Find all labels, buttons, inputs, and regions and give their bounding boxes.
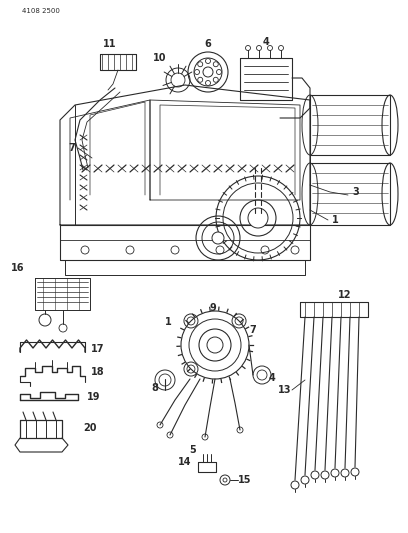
Text: 9: 9	[210, 303, 216, 313]
Text: 18: 18	[91, 367, 105, 377]
Text: 12: 12	[338, 290, 352, 300]
Text: 16: 16	[11, 263, 25, 273]
Text: 7: 7	[250, 325, 256, 335]
Text: 11: 11	[103, 39, 117, 49]
Text: 4: 4	[263, 37, 269, 47]
Circle shape	[248, 208, 268, 228]
Text: 20: 20	[83, 423, 97, 433]
Circle shape	[213, 77, 218, 82]
Text: 4108 2500: 4108 2500	[22, 8, 60, 14]
Text: 1: 1	[164, 317, 171, 327]
Text: 1: 1	[332, 215, 338, 225]
Text: 14: 14	[178, 457, 192, 467]
Circle shape	[198, 62, 203, 67]
Text: 13: 13	[278, 385, 292, 395]
Circle shape	[213, 62, 218, 67]
Text: 8: 8	[151, 383, 158, 393]
Circle shape	[198, 77, 203, 82]
Text: 15: 15	[238, 475, 252, 485]
Circle shape	[223, 478, 227, 482]
Text: 17: 17	[91, 344, 105, 354]
Circle shape	[217, 69, 222, 75]
Circle shape	[206, 80, 211, 85]
Circle shape	[206, 59, 211, 63]
Circle shape	[195, 69, 200, 75]
Text: 19: 19	[87, 392, 101, 402]
Text: 3: 3	[353, 187, 359, 197]
Text: 10: 10	[153, 53, 167, 63]
Text: 7: 7	[69, 143, 75, 153]
Circle shape	[207, 337, 223, 353]
Text: 4: 4	[268, 373, 275, 383]
Text: 5: 5	[190, 445, 196, 455]
Text: 6: 6	[205, 39, 211, 49]
Circle shape	[212, 232, 224, 244]
